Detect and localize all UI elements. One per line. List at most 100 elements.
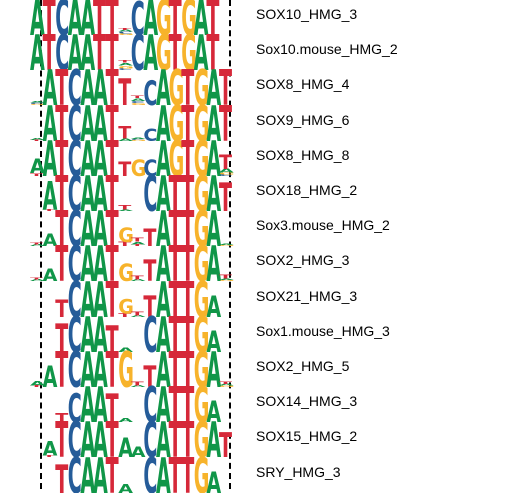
logo-letter-t: T <box>118 123 132 143</box>
logo-letter-t: T <box>118 72 131 115</box>
logo-letter-t: T <box>55 295 68 323</box>
logo-letter-t: T <box>206 0 219 47</box>
logo-letter-a: A <box>156 272 171 329</box>
logo-letter-t: T <box>43 455 57 458</box>
logo-letter-a: A <box>118 29 133 32</box>
logo-letter-a: A <box>30 155 45 178</box>
logo-letter-t: T <box>169 0 182 47</box>
logo-letter-c: C <box>68 131 82 188</box>
logo-letter-a: A <box>80 166 95 223</box>
logo-letter-a: A <box>118 347 133 354</box>
logo-letter-c: C <box>68 201 82 258</box>
logo-letter-t: T <box>43 25 56 82</box>
logo-letter-t: T <box>143 360 156 394</box>
logo-letter-a: A <box>118 481 134 493</box>
logo-letter-t: T <box>106 342 119 399</box>
logo-letter-t: T <box>143 254 156 288</box>
alignment-left-guide <box>40 0 42 489</box>
logo-letter-a: A <box>80 25 95 82</box>
logo-letter-a: A <box>68 25 83 82</box>
logo-letter-g: G <box>156 0 172 47</box>
logo-letter-t: T <box>55 131 68 188</box>
logo-letter-a: A <box>93 413 108 470</box>
logo-letter-a: A <box>131 314 146 317</box>
logo-letter-a: A <box>68 0 83 47</box>
logo-letter-c: C <box>30 103 44 105</box>
motif-label: Sox1.mouse_HMG_3 <box>256 322 390 339</box>
logo-letter-t: T <box>106 201 119 258</box>
logo-letter-a: A <box>156 377 171 434</box>
logo-letter-c: C <box>55 25 69 82</box>
logo-letter-c: C <box>131 0 145 47</box>
logo-letter-a: A <box>93 377 108 434</box>
logo-letter-a: A <box>206 96 221 153</box>
logo-letter-a: A <box>43 96 58 153</box>
logo-letter-a: A <box>206 201 221 258</box>
logo-letter-t: T <box>55 342 68 399</box>
logo-letter-t: T <box>219 425 232 466</box>
logo-letter-a: A <box>156 166 171 223</box>
logo-letter-g: G <box>194 272 210 329</box>
logo-letter-c: C <box>68 342 82 399</box>
logo-letter-c: C <box>68 413 82 470</box>
logo-letter-t: T <box>30 139 44 141</box>
logo-letter-t: T <box>181 342 194 399</box>
logo-letter-t: T <box>219 177 232 221</box>
logo-letter-a: A <box>118 418 133 424</box>
logo-letter-t: T <box>219 61 232 118</box>
logo-letter-t: T <box>181 307 194 364</box>
logo-letter-a: A <box>80 307 95 364</box>
logo-letter-t: T <box>106 0 119 47</box>
logo-letter-a: A <box>43 437 58 460</box>
logo-letter-a: A <box>93 201 108 258</box>
motif-label: SOX15_HMG_2 <box>256 428 358 445</box>
logo-letter-a: A <box>194 25 209 82</box>
logo-letter-a: A <box>93 166 108 223</box>
logo-letter-t: T <box>55 61 68 118</box>
logo-letter-g: G <box>181 0 197 47</box>
logo-letter-g: G <box>181 25 197 82</box>
logo-letter-t: T <box>118 205 132 212</box>
motif-label: SOX9_HMG_6 <box>256 111 350 128</box>
logo-letter-g: G <box>118 260 134 288</box>
logo-letter-g: G <box>118 224 134 247</box>
logo-letter-a: A <box>118 62 133 67</box>
logo-letter-t: T <box>219 275 233 281</box>
logo-letter-g: G <box>30 104 46 106</box>
logo-letter-a: A <box>30 279 45 282</box>
motif-row: T C A A T A C A T T G A Sox1.mouse_HMG_3 <box>0 307 515 364</box>
logo-letter-t: T <box>131 244 145 247</box>
logo-letter-a: A <box>30 102 46 104</box>
logo-letter-t: T <box>55 96 68 153</box>
logo-letter-t: T <box>181 237 194 294</box>
logo-letter-t: T <box>118 158 132 181</box>
logo-letter-a: A <box>156 96 171 153</box>
logo-letter-t: T <box>55 458 68 493</box>
logo-letter-a: A <box>80 237 95 294</box>
logo-letter-t: T <box>181 272 194 329</box>
logo-letter-a: A <box>30 0 45 47</box>
logo-letter-c: C <box>131 25 145 82</box>
logo-letter-a: A <box>93 96 108 153</box>
logo-letter-t: T <box>55 201 68 258</box>
logo-letter-t: T <box>106 448 119 493</box>
logo-letter-a: A <box>206 342 221 399</box>
logo-letter-t: T <box>219 380 233 385</box>
logo-letter-g: G <box>194 131 210 188</box>
logo-letter-c: C <box>143 377 157 434</box>
logo-letter-a: A <box>93 237 108 294</box>
logo-letter-g: G <box>194 96 210 153</box>
logo-letter-a: A <box>93 307 108 364</box>
logo-letter-g: G <box>219 172 235 175</box>
logo-letter-c: C <box>143 166 157 223</box>
logo-letter-g: G <box>118 342 134 399</box>
logo-letter-g: G <box>194 61 210 118</box>
logo-letter-a: A <box>30 137 45 140</box>
logo-letter-c: C <box>143 307 157 364</box>
motif-row: T A A T C A A T G A T T A T T G A G A T SOX2_HMG_5 <box>0 342 515 399</box>
